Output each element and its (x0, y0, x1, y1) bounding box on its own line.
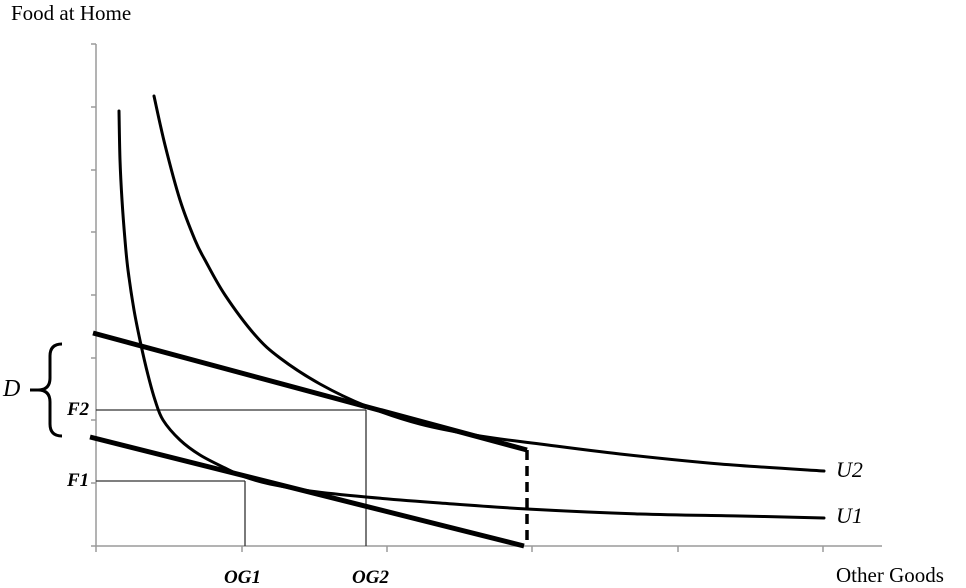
y-label-f2: F2 (67, 399, 90, 420)
bracket-label-d: D (3, 376, 21, 402)
curve-label-u1: U1 (836, 503, 863, 528)
brace-icon (37, 342, 63, 438)
indifference-curve-u2 (152, 94, 826, 473)
y-label-f1: F1 (67, 470, 90, 491)
d-brace (30, 342, 63, 438)
y-axis-ticks (91, 43, 96, 547)
x-label-og2: OG2 (352, 567, 389, 588)
indifference-curves (117, 94, 826, 520)
indifference-curve-u1 (117, 109, 826, 520)
x-label-og1: OG1 (224, 567, 261, 588)
budget-lines (89, 330, 529, 549)
curve-label-u2: U2 (836, 457, 863, 482)
x-axis-ticks (95, 546, 824, 552)
axes (91, 43, 882, 552)
y-axis-title: Food at Home (11, 1, 132, 25)
x-axis-title: Other Goods (836, 563, 944, 587)
guide-lines (96, 409, 367, 546)
